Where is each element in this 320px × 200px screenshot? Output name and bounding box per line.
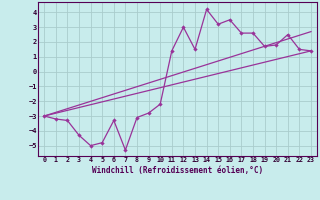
X-axis label: Windchill (Refroidissement éolien,°C): Windchill (Refroidissement éolien,°C) (92, 166, 263, 175)
